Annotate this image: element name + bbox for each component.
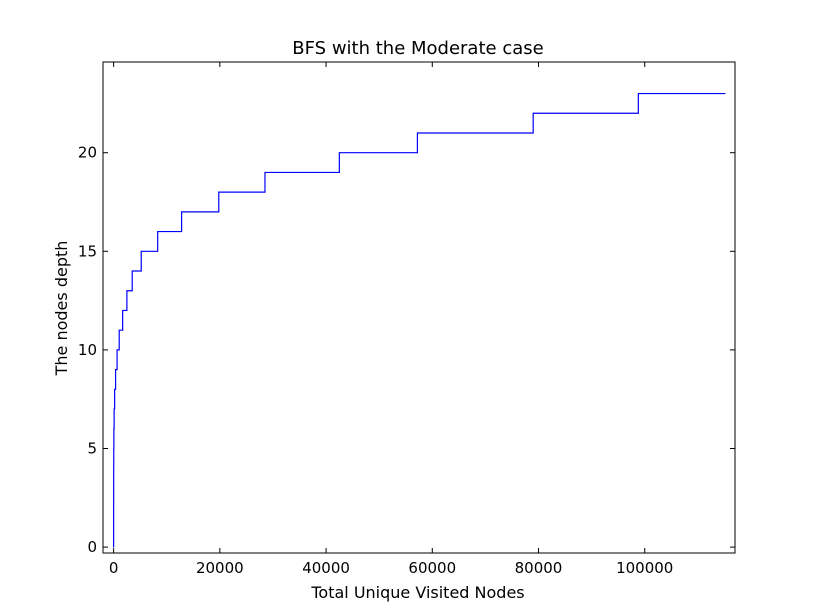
- x-tick-label: 100000: [616, 559, 673, 577]
- x-axis-label: Total Unique Visited Nodes: [310, 583, 524, 602]
- x-tick-label: 60000: [408, 559, 456, 577]
- x-tick-label: 40000: [302, 559, 350, 577]
- y-axis-label: The nodes depth: [52, 241, 71, 377]
- y-tick-label: 15: [78, 242, 97, 260]
- y-tick-label: 10: [78, 341, 97, 359]
- x-tick-label: 0: [109, 559, 119, 577]
- series-layer: [113, 92, 726, 548]
- y-tick-label: 0: [87, 538, 97, 556]
- ticks-layer: 0 20000 40000 60000 80000 100000 0 5 10 15 20: [78, 62, 735, 577]
- y-tick-label: 5: [87, 439, 97, 457]
- plot-frame: [102, 61, 736, 554]
- x-tick-label: 80000: [515, 559, 563, 577]
- series-line-0: [113, 92, 726, 548]
- x-tick-label: 20000: [196, 559, 244, 577]
- chart-title: BFS with the Moderate case: [292, 38, 543, 59]
- y-tick-label: 20: [78, 144, 97, 162]
